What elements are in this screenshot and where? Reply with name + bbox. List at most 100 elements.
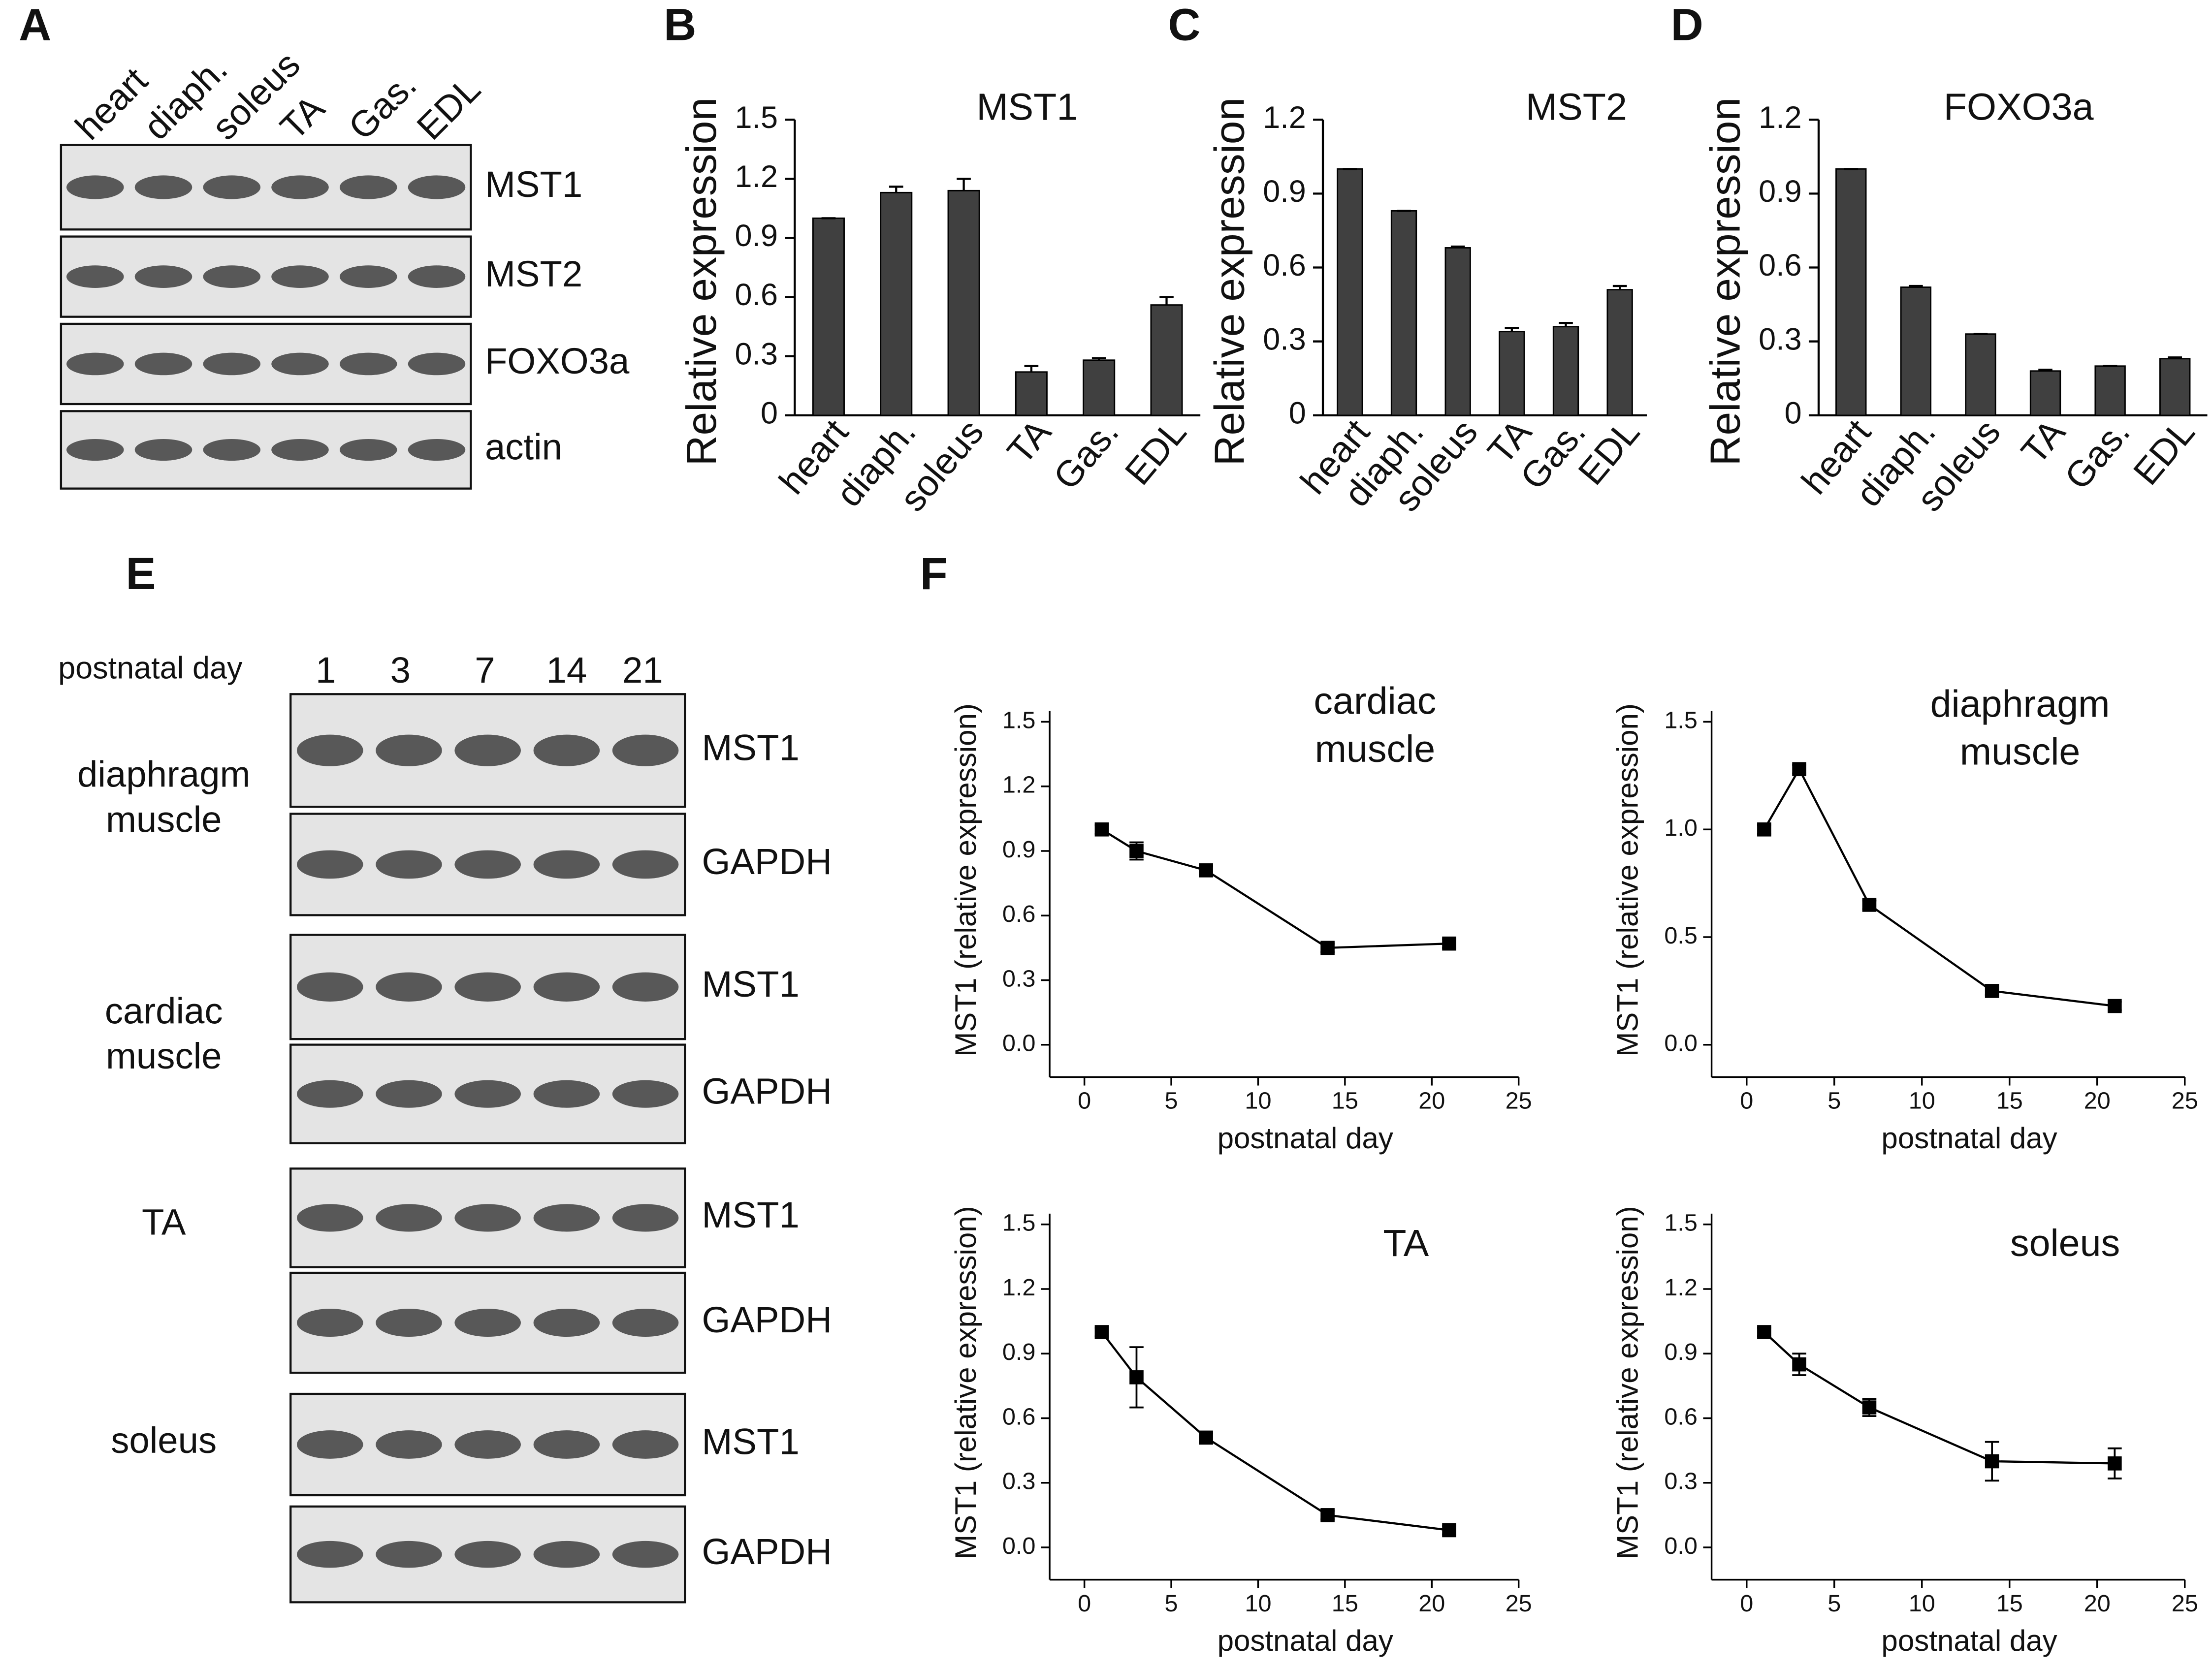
blot-band: [134, 175, 192, 199]
panel-label: B: [664, 0, 696, 50]
bar: [1083, 359, 1116, 416]
data-line: [1763, 1331, 2115, 1465]
blot-frame: [60, 235, 472, 318]
bar: [1900, 286, 1932, 416]
data-point: [1320, 1508, 1335, 1522]
tissue-label: muscle: [106, 1036, 222, 1076]
error-bar: [2168, 356, 2182, 359]
x-tick-label: 15: [1996, 1088, 2023, 1114]
x-tick-label: 15: [1332, 1088, 1358, 1114]
y-tick-label: 0.6: [1002, 901, 1036, 927]
blot-band: [612, 1204, 679, 1232]
error-bar: [1159, 296, 1174, 305]
tissue-label: cardiac: [105, 990, 223, 1031]
y-tick-label: 1.0: [1664, 815, 1698, 841]
x-tick-label: 5: [1827, 1590, 1841, 1617]
y-tick-label: 1.2: [1002, 772, 1036, 798]
panel-label: F: [920, 549, 948, 599]
data-point: [1792, 1357, 1806, 1372]
blot-band: [612, 850, 679, 879]
data-point: [1792, 762, 1806, 777]
y-tick-label: 1.2: [1759, 100, 1801, 135]
x-tick-label: 5: [1165, 1088, 1178, 1114]
blot-band: [339, 265, 397, 288]
day-label: 7: [475, 650, 495, 691]
blot-band: [376, 1080, 442, 1108]
chart-title: FOXO3a: [1944, 86, 2094, 128]
data-point: [1199, 863, 1213, 878]
bar: [880, 191, 913, 416]
y-axis-label: Relative expression: [1206, 97, 1253, 466]
bar: [1499, 331, 1525, 416]
blot-band: [454, 850, 521, 879]
blot-band: [203, 175, 261, 199]
data-point: [1129, 1370, 1144, 1384]
blot-band: [66, 439, 124, 461]
chart-title: cardiac: [1314, 680, 1436, 723]
blot-band: [533, 1309, 600, 1337]
y-tick-label: 0: [1289, 396, 1306, 431]
blot-band: [66, 265, 124, 288]
x-tick-label: 25: [1506, 1088, 1532, 1114]
y-tick-label: 1.5: [1002, 707, 1036, 733]
chart-title: muscle: [1960, 731, 2081, 773]
x-tick-label: Gas.: [1046, 411, 1127, 497]
blot-band: [376, 1204, 442, 1232]
blot-band: [454, 734, 521, 766]
blot-band: [203, 439, 261, 461]
lane-label: heart: [67, 60, 156, 148]
y-tick-label: 0.6: [1002, 1403, 1036, 1430]
chart-title: TA: [1383, 1222, 1429, 1264]
y-tick-label: 1.2: [1263, 100, 1306, 135]
protein-label: FOXO3a: [485, 341, 630, 381]
x-tick-label: 0: [1078, 1590, 1091, 1617]
y-tick-label: 0: [1785, 396, 1802, 431]
x-tick-label: 10: [1245, 1088, 1271, 1114]
y-tick-label: 0.3: [1263, 322, 1306, 356]
y-tick-label: 0.6: [735, 278, 777, 312]
x-tick-label: 5: [1827, 1088, 1841, 1114]
x-tick-label: 25: [2172, 1590, 2198, 1617]
y-tick-label: 0.3: [1759, 322, 1801, 356]
data-point: [1094, 822, 1109, 837]
error-bar: [1024, 365, 1039, 372]
blot-band: [66, 175, 124, 199]
data-point: [1862, 1400, 1877, 1415]
blot-band: [339, 352, 397, 376]
blot-band: [203, 265, 261, 288]
tissue-label: TA: [142, 1201, 186, 1242]
blot-band: [533, 1080, 600, 1108]
x-axis-label: postnatal day: [1881, 1122, 2057, 1155]
blot-band: [339, 439, 397, 461]
blot-header: postnatal day: [58, 651, 243, 685]
protein-label: MST1: [702, 1421, 799, 1462]
x-tick-label: 10: [1909, 1088, 1935, 1114]
y-tick-label: 0.9: [1002, 836, 1036, 863]
blot-frame: [60, 410, 472, 490]
blot-band: [533, 734, 600, 766]
blot-band: [66, 352, 124, 376]
blot-band: [454, 1204, 521, 1232]
blot-band: [454, 1080, 521, 1108]
y-tick-label: 0.9: [735, 219, 777, 253]
y-tick-label: 0.0: [1002, 1030, 1036, 1057]
y-axis-label: MST1 (relative expression): [949, 703, 982, 1057]
data-point: [1757, 822, 1771, 837]
bar: [1965, 333, 1996, 416]
blot-band: [271, 175, 329, 199]
blot-band: [297, 1541, 363, 1568]
blot-band: [376, 1430, 442, 1459]
blot-band: [612, 1309, 679, 1337]
blot-frame: [60, 322, 472, 406]
x-tick-label: 25: [2172, 1088, 2198, 1114]
bar: [2029, 370, 2061, 416]
y-axis-label: MST1 (relative expression): [1611, 1206, 1644, 1559]
blot-band: [408, 439, 466, 461]
protein-label: MST1: [702, 964, 799, 1005]
protein-label: MST1: [702, 727, 799, 768]
blot-band: [376, 972, 442, 1002]
data-point: [2108, 1456, 2122, 1471]
protein-label: GAPDH: [702, 1070, 832, 1111]
error-bar: [957, 178, 971, 191]
